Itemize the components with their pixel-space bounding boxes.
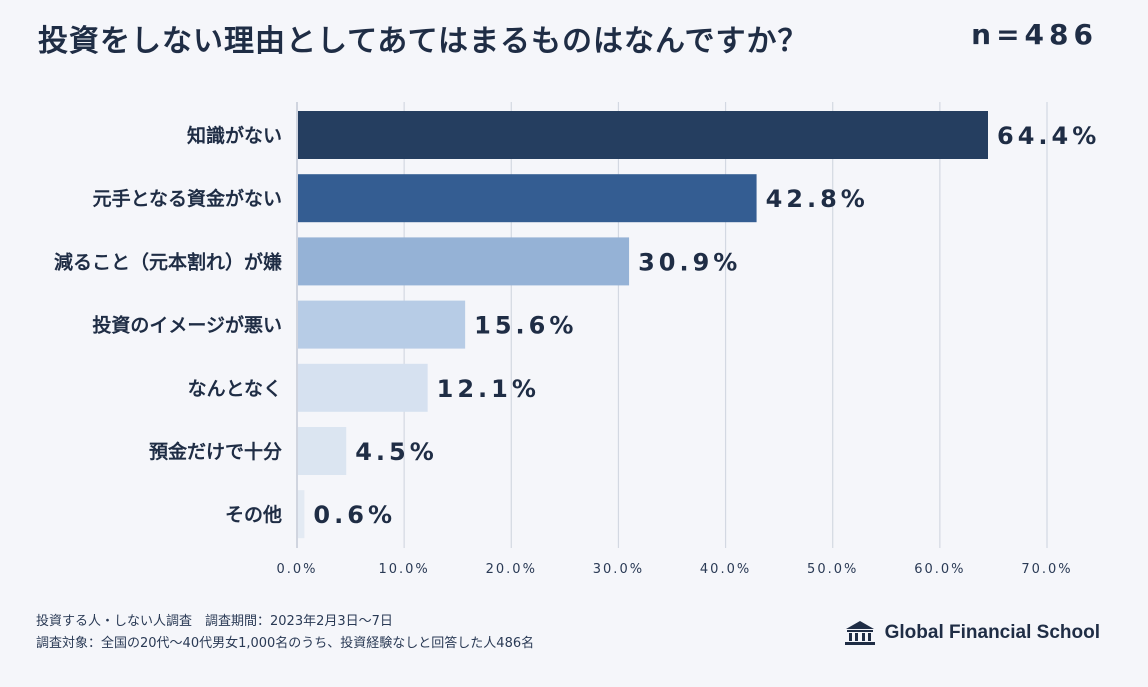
- bar: [298, 237, 630, 286]
- x-tick-label: 60.0%: [914, 562, 965, 577]
- sample-size-label: n=486: [971, 18, 1098, 51]
- value-label: 30.9%: [638, 248, 741, 276]
- x-tick-label: 40.0%: [700, 562, 751, 577]
- category-label: 元手となる資金がない: [93, 187, 282, 210]
- survey-target-note: 調査対象：全国の20代〜40代男女1,000名のうち、投資経験なしと回答した人4…: [36, 636, 535, 651]
- brand-logo: Global Financial School: [843, 618, 1100, 648]
- survey-period-note: 投資する人・しない人調査 調査期間：2023年2月3日〜7日: [36, 614, 393, 629]
- bar: [298, 490, 305, 539]
- value-label: 12.1%: [437, 375, 540, 403]
- bar: [298, 300, 466, 349]
- school-building-icon: [844, 621, 875, 645]
- value-label: 42.8%: [766, 185, 869, 213]
- category-label: なんとなく: [188, 378, 282, 400]
- category-label: 預金だけで十分: [149, 440, 282, 463]
- bar: [298, 427, 347, 475]
- x-tick-label: 10.0%: [378, 562, 429, 577]
- value-label: 0.6%: [313, 501, 396, 529]
- bar-chart: 知識がない元手となる資金がない減ること（元本割れ）が嫌投資のイメージが悪いなんと…: [54, 102, 1100, 577]
- bar: [298, 363, 428, 412]
- x-tick-label: 50.0%: [807, 562, 858, 577]
- category-label: 投資のイメージが悪い: [92, 314, 282, 337]
- x-tick-label: 70.0%: [1021, 562, 1072, 577]
- category-label: その他: [225, 503, 282, 526]
- x-tick-label: 20.0%: [486, 562, 537, 577]
- bar: [298, 174, 757, 223]
- value-label: 15.6%: [474, 312, 577, 340]
- chart-title: 投資をしない理由としてあてはまるものはなんですか？: [38, 24, 809, 59]
- category-label: 知識がない: [187, 124, 282, 147]
- category-label: 減ること（元本割れ）が嫌: [54, 250, 282, 273]
- x-tick-label: 0.0%: [276, 562, 317, 577]
- bar: [298, 111, 988, 159]
- value-label: 4.5%: [355, 438, 438, 466]
- x-tick-label: 30.0%: [593, 562, 644, 577]
- value-label: 64.4%: [997, 122, 1100, 150]
- brand-logo-text: Global Financial School: [884, 622, 1100, 643]
